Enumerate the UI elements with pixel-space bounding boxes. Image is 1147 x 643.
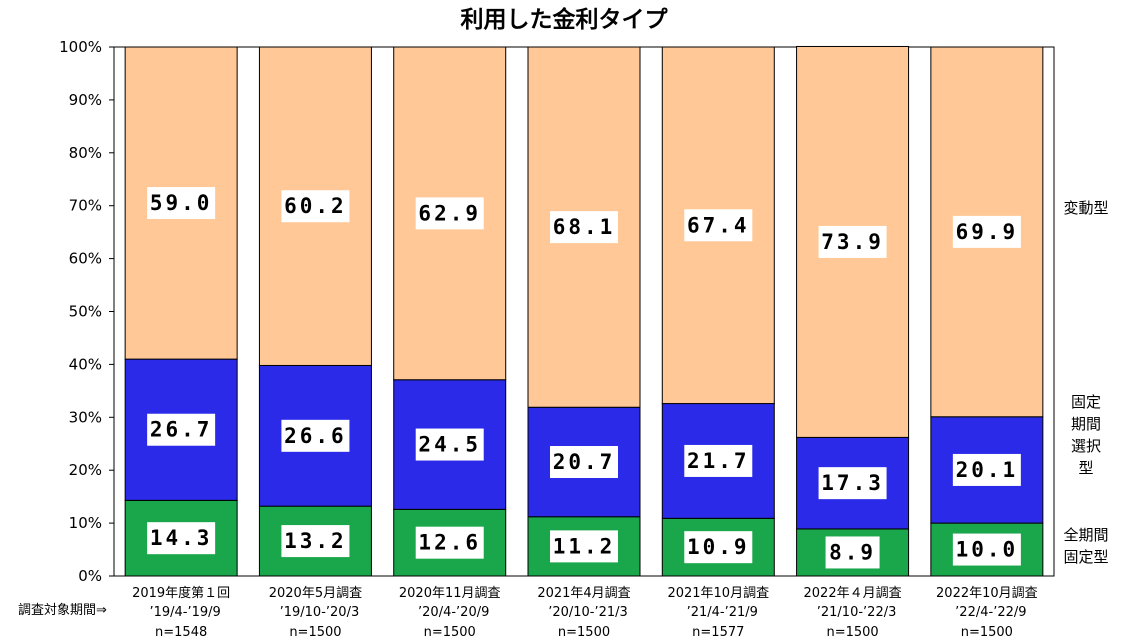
- data-label-box: [684, 209, 753, 242]
- x-category-n: n=1548: [155, 625, 207, 640]
- x-category-label: 2020年5月調査: [269, 586, 362, 601]
- data-label: 60.2: [284, 194, 347, 218]
- x-axis-prefix: 調査対象期間⇒: [18, 603, 107, 618]
- legend-entry-text: 変動型: [1063, 199, 1108, 217]
- data-label-box: [281, 419, 350, 452]
- data-label: 24.5: [418, 433, 481, 457]
- data-label-box: [952, 215, 1021, 248]
- data-label-box: [147, 522, 216, 555]
- x-axis: 調査対象期間⇒ 2019年度第１回 ’19/4-’19/9 n=1548 2020年5…: [18, 585, 1038, 640]
- x-category-label: 2022年10月調査: [936, 586, 1038, 601]
- x-category-label: 2021年4月調査: [537, 586, 630, 601]
- y-tick-label: 20%: [69, 461, 102, 479]
- y-axis: 0% 10% 20% 30% 40% 50% 60% 70% 80% 90% 100%: [59, 38, 114, 585]
- data-label: 68.1: [553, 215, 616, 239]
- data-label: 12.6: [418, 531, 481, 555]
- data-label-box: [281, 190, 350, 223]
- x-category-n: n=1500: [289, 625, 341, 640]
- x-category-period: ’21/10-’22/3: [817, 605, 897, 620]
- y-tick-label: 50%: [69, 303, 102, 321]
- x-category-label: 2019年度第１回: [132, 585, 230, 601]
- data-label: 26.7: [150, 418, 213, 442]
- data-label: 17.3: [821, 471, 884, 495]
- data-label: 69.9: [956, 220, 1019, 244]
- y-tick-label: 100%: [59, 38, 102, 56]
- data-label-box: [415, 197, 484, 230]
- data-label: 26.6: [284, 424, 347, 448]
- data-label: 67.4: [687, 213, 750, 237]
- y-tick-label: 10%: [69, 514, 102, 532]
- y-tick-label: 0%: [78, 567, 102, 585]
- legend-entry-text: 期間: [1071, 415, 1101, 433]
- data-label: 11.2: [553, 534, 616, 558]
- chart-title: 利用した金利タイプ: [461, 6, 669, 33]
- data-label: 73.9: [821, 230, 884, 254]
- x-category-period: ’19/10-’20/3: [280, 605, 360, 620]
- x-category-label: 2022年４月調査: [804, 586, 902, 601]
- data-label-box: [825, 536, 880, 569]
- data-label: 10.0: [956, 538, 1019, 562]
- data-label-box: [818, 467, 887, 500]
- data-label-box: [684, 444, 753, 477]
- data-label-box: [415, 526, 484, 559]
- data-label-box: [147, 187, 216, 220]
- data-label: 21.7: [687, 449, 750, 473]
- y-tick-label: 60%: [69, 250, 102, 268]
- plot-area: 14.3 26.7 59.0 13.2 26.6 60.2 12.6 24.5 62.9 11.2…: [113, 45, 1055, 577]
- y-tick-label: 40%: [69, 355, 102, 373]
- data-label: 10.9: [687, 535, 750, 559]
- legend-entry-text: 選択: [1071, 437, 1101, 455]
- data-label-box: [952, 533, 1021, 566]
- data-label-box: [952, 453, 1021, 486]
- data-label-box: [281, 525, 350, 558]
- data-label-box: [550, 530, 618, 563]
- legend-entry-text: 固定: [1071, 393, 1101, 411]
- data-label-box: [147, 413, 216, 446]
- x-category-n: n=1500: [558, 625, 610, 640]
- x-category-n: n=1577: [692, 625, 744, 640]
- x-category-n: n=1500: [961, 625, 1013, 640]
- x-category-period: ’20/4-’20/9: [418, 605, 489, 620]
- x-category-period: ’19/4-’19/9: [149, 605, 220, 620]
- y-tick-label: 30%: [69, 408, 102, 426]
- y-tick-label: 70%: [69, 197, 102, 215]
- data-label-box: [684, 531, 753, 564]
- x-category-period: ’22/4-’22/9: [955, 605, 1026, 620]
- legend-entry-text: 固定型: [1063, 548, 1108, 566]
- x-category-period: ’20/10-’21/3: [548, 605, 628, 620]
- data-label: 20.7: [553, 450, 616, 474]
- legend-entry-text: 型: [1078, 459, 1093, 477]
- y-tick-label: 80%: [69, 144, 102, 162]
- data-label: 14.3: [150, 526, 213, 550]
- data-label-box: [550, 446, 618, 479]
- x-category-n: n=1500: [424, 625, 476, 640]
- data-label: 8.9: [829, 540, 876, 564]
- x-category-n: n=1500: [826, 625, 878, 640]
- data-label-box: [550, 211, 618, 244]
- x-category-label: 2020年11月調査: [399, 586, 501, 601]
- y-tick-label: 90%: [69, 91, 102, 109]
- data-label: 20.1: [956, 458, 1019, 482]
- data-label: 13.2: [284, 529, 347, 553]
- bar-segment: [258, 505, 372, 577]
- x-category-label: 2021年10月調査: [667, 586, 769, 601]
- x-category-period: ’21/4-’21/9: [687, 605, 758, 620]
- legend-entry-text: 全期間: [1063, 526, 1108, 544]
- data-label-box: [415, 428, 484, 461]
- data-label: 59.0: [150, 191, 213, 215]
- data-label: 62.9: [418, 201, 481, 225]
- data-label-box: [818, 225, 887, 258]
